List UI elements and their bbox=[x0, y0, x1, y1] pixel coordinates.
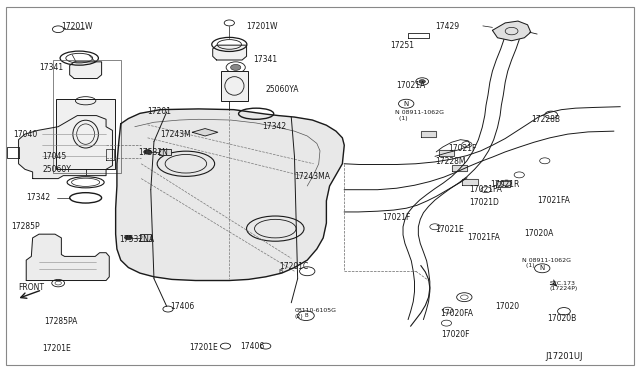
Text: 17040: 17040 bbox=[13, 129, 38, 139]
Text: B: B bbox=[304, 313, 308, 318]
Text: J17201UJ: J17201UJ bbox=[545, 352, 583, 361]
Text: 17201C: 17201C bbox=[279, 262, 308, 271]
Text: 17342: 17342 bbox=[26, 193, 51, 202]
Polygon shape bbox=[421, 131, 436, 137]
Bar bbox=[56, 99, 115, 169]
Text: 17285PA: 17285PA bbox=[44, 317, 77, 326]
Polygon shape bbox=[70, 62, 102, 78]
Circle shape bbox=[419, 80, 426, 83]
Text: 17045: 17045 bbox=[42, 152, 67, 161]
Text: 17201E: 17201E bbox=[189, 343, 218, 352]
Text: 17201E: 17201E bbox=[42, 344, 71, 353]
Text: 17021D: 17021D bbox=[468, 198, 499, 207]
Text: 17251: 17251 bbox=[390, 41, 414, 50]
Text: 17021A: 17021A bbox=[397, 81, 426, 90]
Text: 17228B: 17228B bbox=[531, 115, 560, 124]
Polygon shape bbox=[492, 21, 531, 41]
Text: 17243MA: 17243MA bbox=[294, 172, 330, 181]
Text: 17406: 17406 bbox=[170, 302, 194, 311]
Text: 17020F: 17020F bbox=[442, 330, 470, 339]
Text: 17532N: 17532N bbox=[138, 148, 168, 157]
Text: 17020B: 17020B bbox=[547, 314, 577, 323]
Text: N: N bbox=[404, 101, 409, 107]
Text: 17021F: 17021F bbox=[383, 213, 411, 222]
Text: 17429: 17429 bbox=[435, 22, 459, 31]
Text: N 08911-1062G
  (1): N 08911-1062G (1) bbox=[395, 110, 444, 121]
Bar bbox=[140, 234, 152, 241]
Text: 17201: 17201 bbox=[148, 108, 172, 116]
Text: 17021E: 17021E bbox=[436, 225, 465, 234]
Polygon shape bbox=[452, 165, 467, 171]
Text: 17020A: 17020A bbox=[524, 229, 554, 238]
Text: 17228M: 17228M bbox=[435, 157, 465, 166]
Text: 17021F: 17021F bbox=[448, 144, 476, 153]
Circle shape bbox=[144, 150, 152, 154]
Text: 17201W: 17201W bbox=[246, 22, 278, 31]
Bar bbox=[159, 148, 171, 155]
Polygon shape bbox=[439, 150, 454, 155]
Text: 25060Y: 25060Y bbox=[42, 165, 71, 174]
Text: 17201W: 17201W bbox=[61, 22, 93, 31]
Text: 17406: 17406 bbox=[240, 341, 264, 350]
Polygon shape bbox=[19, 116, 113, 179]
Text: 17532NA: 17532NA bbox=[119, 235, 154, 244]
Text: 17285P: 17285P bbox=[12, 222, 40, 231]
Text: 17021FA: 17021FA bbox=[467, 233, 500, 243]
Bar bbox=[221, 71, 248, 101]
Polygon shape bbox=[26, 234, 109, 280]
Text: 17020: 17020 bbox=[495, 302, 520, 311]
Text: N 08911-1062G
  (1): N 08911-1062G (1) bbox=[522, 258, 572, 269]
Bar bbox=[53, 60, 121, 173]
Text: 17342: 17342 bbox=[262, 122, 287, 131]
Polygon shape bbox=[463, 179, 477, 185]
Polygon shape bbox=[496, 181, 510, 187]
Text: 17020FA: 17020FA bbox=[440, 310, 473, 318]
Text: B: B bbox=[278, 269, 282, 275]
Text: 08110-6105G
(2): 08110-6105G (2) bbox=[294, 308, 337, 319]
Text: SEC.173
(17224P): SEC.173 (17224P) bbox=[550, 280, 578, 292]
Circle shape bbox=[230, 64, 241, 70]
Text: 17341: 17341 bbox=[253, 55, 277, 64]
Text: 25060YA: 25060YA bbox=[266, 85, 300, 94]
Text: 17341: 17341 bbox=[39, 63, 63, 72]
Text: 17243M: 17243M bbox=[161, 129, 191, 139]
Text: N: N bbox=[540, 265, 545, 271]
Polygon shape bbox=[116, 109, 344, 280]
Circle shape bbox=[125, 235, 132, 240]
Text: 17021FA: 17021FA bbox=[537, 196, 570, 205]
Polygon shape bbox=[212, 45, 246, 60]
Polygon shape bbox=[192, 129, 218, 136]
Text: 17021R: 17021R bbox=[490, 180, 520, 189]
Text: FRONT: FRONT bbox=[18, 283, 44, 292]
Text: 17021FA: 17021FA bbox=[468, 185, 502, 194]
